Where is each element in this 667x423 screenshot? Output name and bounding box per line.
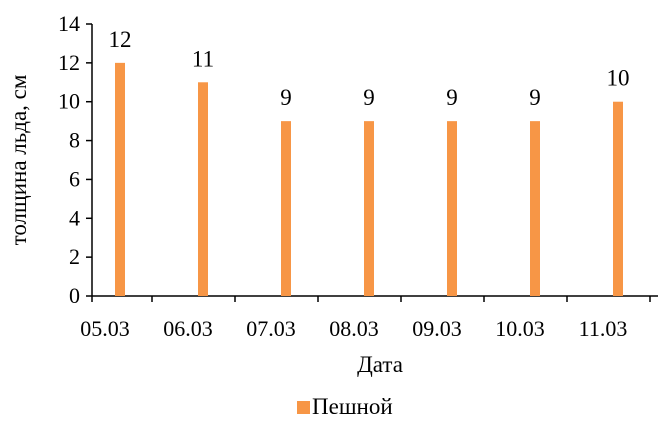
x-tick-label: 06.03	[163, 316, 213, 341]
bar	[447, 121, 457, 297]
y-tick-label: 2	[69, 244, 80, 269]
x-tick-label: 08.03	[329, 316, 379, 341]
bar	[364, 121, 374, 297]
legend-label: Пешной	[312, 394, 393, 419]
data-label: 11	[192, 46, 214, 71]
x-tick-label: 11.03	[579, 316, 628, 341]
data-label: 9	[446, 85, 458, 110]
bars	[115, 62, 623, 297]
data-label: 12	[109, 27, 132, 52]
y-tick-label: 12	[58, 50, 80, 75]
legend: Пешной	[297, 394, 393, 419]
x-tick-label: 09.03	[412, 316, 462, 341]
bar	[198, 82, 208, 297]
data-label: 9	[363, 85, 375, 110]
bar	[530, 121, 540, 297]
y-tick-label: 4	[69, 205, 80, 230]
y-tick-label: 14	[58, 11, 80, 36]
x-tick-label: 10.03	[495, 316, 545, 341]
x-axis: 05.03 06.03 07.03 08.03 09.03 10.03 11.03	[80, 295, 658, 341]
x-tick-label: 07.03	[246, 316, 296, 341]
legend-swatch	[297, 401, 310, 414]
y-tick-label: 0	[69, 283, 80, 308]
y-axis: 0 2 4 6 8 10 12 14	[58, 11, 93, 308]
y-tick-label: 6	[69, 166, 80, 191]
x-tick-label: 05.03	[80, 316, 130, 341]
data-label: 9	[529, 85, 541, 110]
bar	[613, 101, 623, 296]
x-axis-title: Дата	[357, 352, 403, 377]
bar	[281, 121, 291, 297]
data-label: 9	[280, 85, 292, 110]
bar	[115, 62, 125, 296]
y-tick-label: 8	[69, 128, 80, 153]
data-labels: 12 11 9 9 9 9 10	[109, 27, 630, 110]
y-tick-label: 10	[58, 89, 80, 114]
y-axis-title: толщина льда, см	[6, 74, 31, 245]
data-label: 10	[607, 66, 630, 91]
